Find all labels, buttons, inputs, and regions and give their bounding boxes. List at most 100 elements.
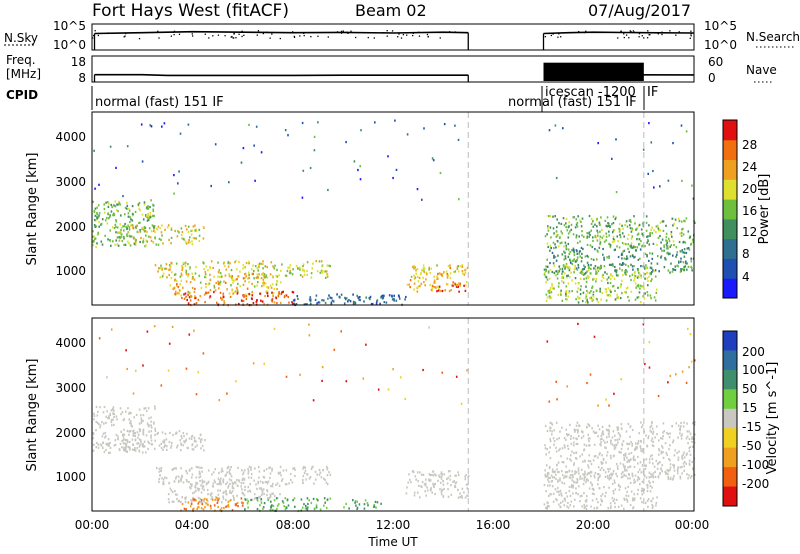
range-gate-cell [616, 438, 619, 441]
range-gate-cell [650, 262, 653, 265]
range-gate-cell [223, 280, 225, 283]
range-gate-cell [674, 449, 676, 452]
range-gate-cell [638, 238, 641, 241]
range-gate-cell [227, 500, 230, 503]
range-gate-cell [557, 270, 560, 273]
range-gate-cell [368, 297, 371, 300]
range-gate-cell [154, 429, 157, 432]
range-gate-cell [630, 242, 633, 245]
range-gate-cell [185, 438, 187, 441]
range-gate-cell [641, 244, 644, 247]
velocity-cbar-label: Velocity [m s^-1] [765, 362, 780, 475]
range-gate-cell [644, 362, 646, 366]
range-gate-cell [585, 444, 588, 447]
range-gate-cell [145, 434, 148, 437]
range-gate-cell [126, 440, 129, 443]
range-gate-cell [580, 468, 583, 471]
range-gate-cell [631, 265, 634, 268]
range-gate-cell [280, 474, 282, 477]
range-gate-cell [126, 429, 129, 433]
range-gate-cell [172, 433, 174, 436]
range-gate-cell [191, 229, 193, 232]
range-gate-cell [667, 470, 670, 473]
range-gate-cell [395, 168, 398, 171]
range-gate-cell [613, 498, 616, 501]
xtick-2000: 20:00 [576, 518, 611, 532]
range-gate-cell [595, 431, 598, 434]
range-gate-cell [143, 440, 146, 443]
range-gate-cell [611, 436, 614, 439]
range-gate-cell [102, 441, 104, 444]
range-gate-cell [211, 496, 214, 499]
range-gate-cell [680, 437, 683, 440]
range-gate-cell [546, 507, 548, 510]
range-gate-cell [180, 294, 182, 297]
range-gate-cell [142, 428, 145, 431]
nsky-dot [172, 31, 174, 33]
range-gate-cell [169, 265, 172, 269]
range-gate-cell [190, 499, 192, 502]
range-gate-cell [301, 506, 304, 509]
range-gate-cell [124, 206, 127, 209]
range-gate-cell [190, 435, 193, 438]
range-gate-cell [668, 448, 670, 451]
range-gate-cell [553, 476, 555, 479]
range-gate-cell [126, 207, 128, 210]
range-gate-cell [216, 496, 218, 499]
range-gate-cell [201, 466, 203, 469]
range-gate-cell [649, 233, 651, 236]
range-gate-cell [190, 233, 193, 236]
range-gate-cell [569, 251, 571, 254]
range-gate-cell [568, 490, 571, 493]
range-gate-cell [556, 240, 559, 243]
range-gate-cell [142, 364, 144, 367]
range-gate-cell [576, 438, 578, 441]
range-gate-cell [123, 237, 125, 240]
range-gate-cell [687, 327, 689, 330]
range-gate-cell [611, 496, 614, 500]
range-gate-cell [324, 301, 327, 305]
range-gate-cell [652, 480, 654, 483]
range-gate-cell [124, 223, 126, 226]
range-gate-cell [622, 227, 624, 230]
range-gate-cell [569, 494, 572, 497]
range-gate-cell [112, 406, 115, 409]
range-gate-cell [579, 271, 582, 274]
range-gate-cell [127, 224, 129, 227]
range-gate-cell [308, 323, 310, 326]
range-gate-cell [312, 262, 314, 265]
range-gate-cell [629, 224, 631, 227]
range-gate-cell [639, 301, 642, 304]
range-gate-cell [645, 229, 648, 232]
range-gate-cell [182, 481, 185, 484]
range-gate-cell [261, 491, 264, 494]
range-gate-cell [458, 282, 460, 285]
power-panel: Slant Range [km] 1000 2000 3000 4000 [25, 111, 696, 307]
range-gate-cell [365, 296, 367, 299]
range-gate-cell [181, 474, 183, 477]
range-gate-cell [143, 201, 146, 204]
range-gate-cell [691, 460, 693, 463]
range-gate-cell [561, 474, 564, 477]
nave-block [543, 62, 644, 81]
range-gate-cell [437, 272, 439, 275]
range-gate-cell [432, 474, 435, 477]
range-gate-cell [184, 498, 187, 501]
range-gate-cell [570, 228, 573, 231]
range-gate-cell [113, 413, 115, 416]
range-gate-cell [556, 468, 558, 471]
range-gate-cell [145, 244, 147, 247]
range-gate-cell [433, 279, 436, 282]
range-gate-cell [229, 295, 232, 298]
range-gate-cell [683, 219, 685, 222]
range-gate-cell [457, 471, 459, 474]
range-gate-cell [627, 494, 630, 497]
range-gate-cell [104, 436, 106, 439]
range-gate-cell [640, 447, 642, 450]
range-gate-cell [377, 388, 380, 391]
range-gate-cell [669, 466, 672, 469]
range-gate-cell [236, 479, 238, 482]
range-gate-cell [185, 273, 188, 276]
range-gate-cell [187, 123, 190, 126]
range-gate-cell [425, 271, 428, 274]
